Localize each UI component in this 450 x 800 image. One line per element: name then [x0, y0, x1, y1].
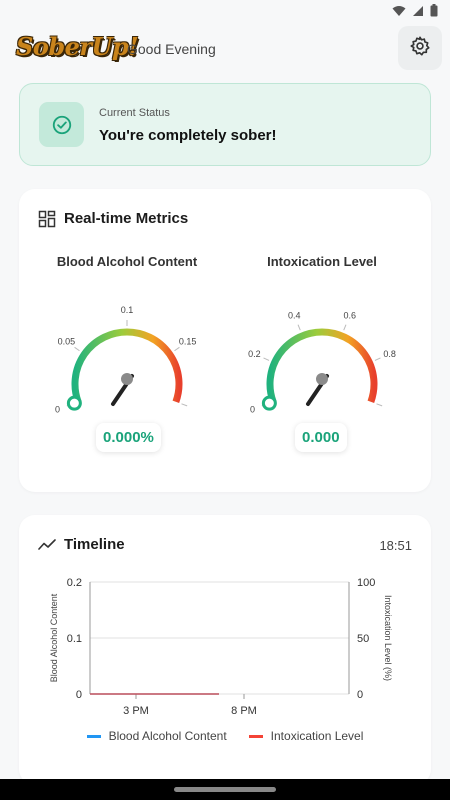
x-tick-label: 8 PM: [231, 705, 257, 717]
y-right-axis-title: Intoxication Level (%): [383, 595, 393, 681]
intox-gauge-needle-hub: [316, 373, 328, 385]
gear-icon: [409, 35, 431, 62]
bac-gauge-tick: [74, 346, 80, 352]
bac-gauge-tick: [181, 403, 188, 407]
legend-item-intox[interactable]: Intoxication Level: [248, 729, 364, 743]
intox-gauge-tick-label: 0: [250, 404, 255, 414]
legend-label-intox: Intoxication Level: [270, 729, 364, 743]
home-handle[interactable]: [174, 787, 276, 792]
intox-gauge-arc: [266, 328, 378, 403]
status-bar: [0, 0, 450, 22]
bac-gauge-value: 0.000%: [96, 423, 161, 452]
legend-swatch-bac: [86, 734, 101, 738]
chart-legend: Blood Alcohol Content Intoxication Level: [19, 729, 431, 743]
y-left-tick-label: 0: [76, 689, 82, 701]
legend-item-bac[interactable]: Blood Alcohol Content: [86, 729, 227, 743]
wifi-icon: [392, 4, 406, 22]
intox-gauge-tick: [263, 357, 270, 361]
intox-gauge-tick: [297, 324, 301, 331]
timeline-chart: 0 0 0.1 50 0.2 100 3 PM 8 PM Blood Alcohol Conte…: [49, 577, 393, 717]
x-tick-label: 3 PM: [123, 705, 149, 717]
system-nav-bar: [0, 779, 450, 800]
y-left-tick-label: 0.2: [67, 577, 82, 589]
metrics-title: Real-time Metrics: [64, 210, 189, 227]
y-left-tick-label: 0.1: [67, 633, 82, 645]
trending-icon: [38, 536, 56, 554]
y-left-axis-title: Blood Alcohol Content: [49, 593, 59, 682]
realtime-metrics-card: Real-time Metrics Blood Alcohol Content …: [19, 189, 431, 492]
bac-gauge-tick-label: 0.05: [58, 337, 76, 347]
intox-gauge-tick: [374, 357, 381, 361]
intox-gauge: 0 0.2 0.4 0.6 0.8: [248, 310, 396, 414]
y-right-tick-label: 50: [357, 633, 369, 645]
status-label: Current Status: [99, 107, 170, 119]
bac-gauge-tick-label: 0.1: [121, 305, 134, 315]
timeline-time: 18:51: [379, 538, 412, 553]
app-header: SoberUp! Good Evening: [0, 26, 450, 72]
settings-button[interactable]: [398, 26, 442, 70]
legend-swatch-intox: [248, 734, 263, 738]
intox-gauge-tick-label: 0.8: [383, 349, 396, 359]
intox-gauge-tick-label: 0.4: [288, 310, 301, 320]
greeting-text: Good Evening: [127, 41, 216, 57]
intox-gauge-value: 0.000: [295, 423, 347, 452]
dashboard-icon: [38, 210, 56, 228]
bac-gauge-tick: [174, 346, 180, 352]
status-text: You're completely sober!: [99, 127, 277, 144]
signal-icon: [412, 4, 424, 22]
bac-gauge-tick-label: 0.15: [179, 337, 197, 347]
intox-gauge-tick-label: 0.2: [248, 349, 261, 359]
y-right-tick-label: 100: [357, 577, 375, 589]
legend-label-bac: Blood Alcohol Content: [108, 729, 227, 743]
bac-gauge-label: Blood Alcohol Content: [56, 254, 198, 269]
timeline-card: Timeline 18:51 0 0 0.1 50 0.2 100 3 PM 8 PM Bloo…: [19, 515, 431, 785]
battery-icon: [430, 4, 438, 22]
y-right-tick-label: 0: [357, 689, 363, 701]
bac-gauge-needle-hub: [121, 373, 133, 385]
intox-gauge-value-marker: [261, 395, 277, 411]
timeline-title: Timeline: [64, 536, 125, 553]
intox-gauge-tick-label: 0.6: [343, 310, 356, 320]
intox-gauge-tick: [376, 403, 383, 407]
bac-gauge-arc: [71, 328, 183, 403]
bac-gauge: 0 0.05 0.1 0.15: [55, 305, 197, 414]
bac-gauge-tick-label: 0: [55, 404, 60, 414]
current-status-card: Current Status You're completely sober!: [19, 83, 431, 166]
check-circle-icon: [39, 102, 84, 147]
intox-gauge-label: Intoxication Level: [267, 254, 377, 269]
bac-gauge-value-marker: [66, 395, 82, 411]
intox-gauge-tick: [343, 324, 347, 331]
app-logo: SoberUp!: [16, 32, 139, 61]
